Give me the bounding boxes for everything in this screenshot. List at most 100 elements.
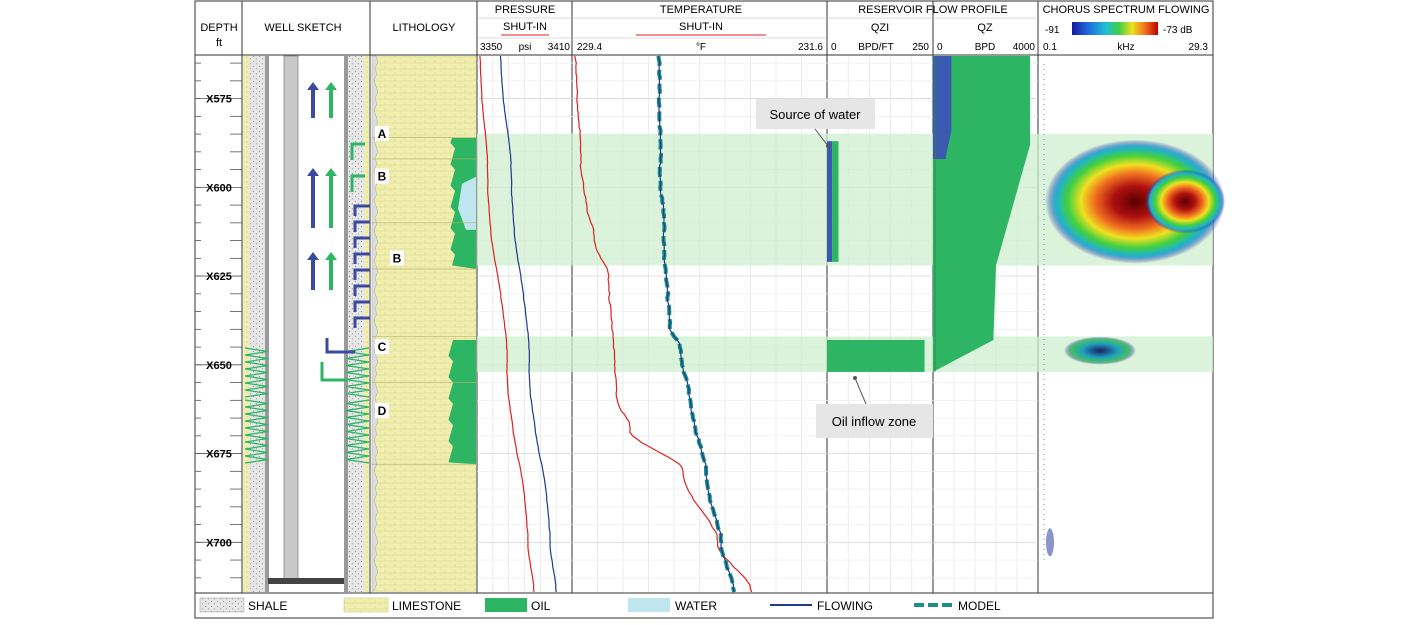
inflow-arrow-water <box>353 252 370 264</box>
spectrum-header: CHORUS SPECTRUM FLOWING <box>1043 4 1210 16</box>
depth-label: X600 <box>206 182 232 194</box>
legend-water-swatch <box>628 598 670 612</box>
zone-letter: B <box>393 251 402 265</box>
zone-letter-box <box>375 168 389 184</box>
pressure-min: 3350 <box>480 42 503 53</box>
pressure-max: 3410 <box>548 42 571 53</box>
spectrum-max-khz: 29.3 <box>1189 42 1209 53</box>
legend-shale-swatch <box>199 597 245 613</box>
source-of-water-label: Source of water <box>769 107 861 122</box>
inflow-arrow-water <box>353 268 370 280</box>
qz-max: 4000 <box>1013 42 1036 53</box>
tubing <box>283 55 299 583</box>
perforation-marks <box>244 399 370 464</box>
zone-letter: C <box>378 340 387 354</box>
pressure-unit: psi <box>519 42 532 53</box>
spectrum-max-db: -73 dB <box>1163 25 1193 36</box>
qz-header: QZ <box>977 22 993 34</box>
pressure-header: PRESSURE <box>495 4 556 16</box>
temperature-shutin-curve <box>574 55 753 593</box>
source-of-water-box <box>756 99 875 129</box>
temperature-subheader: SHUT-IN <box>679 21 723 33</box>
inflow-arrow-water <box>353 316 370 328</box>
temperature-header: TEMPERATURE <box>660 4 742 16</box>
lithology-track: A B B C D <box>371 55 476 593</box>
spectrum-min-db: -91 <box>1045 25 1060 36</box>
shale-edge <box>371 55 379 593</box>
legend-oil-swatch <box>485 598 527 612</box>
packer <box>268 578 344 584</box>
spectrum-blob <box>1145 169 1225 234</box>
source-of-water-pointer <box>814 128 829 147</box>
qzi-max: 250 <box>912 42 929 53</box>
inflow-arrow-water <box>353 220 370 232</box>
temperature-min: 229.4 <box>577 42 602 53</box>
qzi-oil-bar <box>832 141 839 262</box>
legend: SHALE LIMESTONE OIL WATER FLOWING MODEL <box>199 597 1001 613</box>
depth-label: X700 <box>206 537 232 549</box>
annotations: Source of water Oil inflow zone <box>756 99 933 438</box>
flow-profile-track <box>827 56 1031 592</box>
oil-inflow-label: Oil inflow zone <box>832 414 917 429</box>
oil-inflow-marker <box>853 376 857 380</box>
legend-oil-label: OIL <box>531 599 551 613</box>
zone-letter-box <box>375 402 389 418</box>
inflow-arrow-oil <box>350 174 365 192</box>
pressure-shutin-curve <box>479 55 535 593</box>
oil-inflow-pointer <box>854 377 867 405</box>
depth-label: X675 <box>206 449 232 461</box>
casing-left <box>265 56 269 592</box>
legend-shale-label: SHALE <box>248 599 287 613</box>
qz-unit: BPD <box>975 42 996 53</box>
water-zone <box>458 176 476 230</box>
spectrum-blob <box>1064 336 1136 365</box>
oil-inflow-box <box>816 404 933 438</box>
pressure-subheader: SHUT-IN <box>503 21 547 33</box>
temperature-flowing-curve <box>657 55 735 593</box>
casing-right <box>344 56 348 592</box>
track-headers: DEPTH ft WELL SKETCH LITHOLOGY PRESSURE … <box>200 4 1209 53</box>
inflow-arrow-water <box>353 204 370 216</box>
upflow-arrow-oil-head <box>325 252 337 260</box>
legend-water-label: WATER <box>675 599 717 613</box>
upflow-arrow-water-head <box>307 252 319 260</box>
log-curves <box>479 55 753 593</box>
qzi-water-bar <box>827 141 833 262</box>
zone-letter-box <box>390 250 404 266</box>
cement-left <box>249 56 265 592</box>
spectrum-min-khz: 0.1 <box>1043 42 1057 53</box>
inflow-arrow-oil <box>350 142 365 160</box>
inflow-arrow-water <box>353 236 370 248</box>
qzi-header: QZI <box>871 22 889 34</box>
qzi-oil-bar <box>827 339 925 372</box>
legend-flowing-label: FLOWING <box>817 599 873 613</box>
upflow-arrow-oil-head <box>325 82 337 90</box>
temperature-max: 231.6 <box>798 42 823 53</box>
spectrum-colorbar <box>1072 22 1158 35</box>
zone-letter: A <box>378 127 387 141</box>
depth-track: X575 X600 X625 X650 X675 X700 <box>195 62 242 579</box>
figure-frame <box>194 0 1214 619</box>
chorus-spectrum-track <box>1043 64 1225 562</box>
upflow-arrow-water-head <box>307 82 319 90</box>
qzi-unit: BPD/FT <box>858 42 894 53</box>
spectrum-noise <box>1046 528 1054 557</box>
well-sketch-track <box>243 55 370 592</box>
zone-letter-box <box>375 339 389 355</box>
depth-unit: ft <box>216 37 222 49</box>
legend-limestone-label: LIMESTONE <box>392 599 461 613</box>
depth-label: X575 <box>206 94 232 106</box>
inflow-arrow-water <box>353 284 370 296</box>
legend-model-label: MODEL <box>958 599 1001 613</box>
upflow-arrow-water-head <box>307 168 319 176</box>
source-of-water-marker <box>826 144 830 148</box>
upflow-arrow-oil-head <box>325 168 337 176</box>
inflow-arrow-water <box>325 338 355 354</box>
qz-min: 0 <box>937 42 943 53</box>
depth-label: X625 <box>206 271 232 283</box>
lithology-header: LITHOLOGY <box>393 22 457 34</box>
temperature-unit: °F <box>696 42 706 53</box>
well-sketch-header: WELL SKETCH <box>264 22 341 34</box>
qzi-min: 0 <box>831 42 837 53</box>
